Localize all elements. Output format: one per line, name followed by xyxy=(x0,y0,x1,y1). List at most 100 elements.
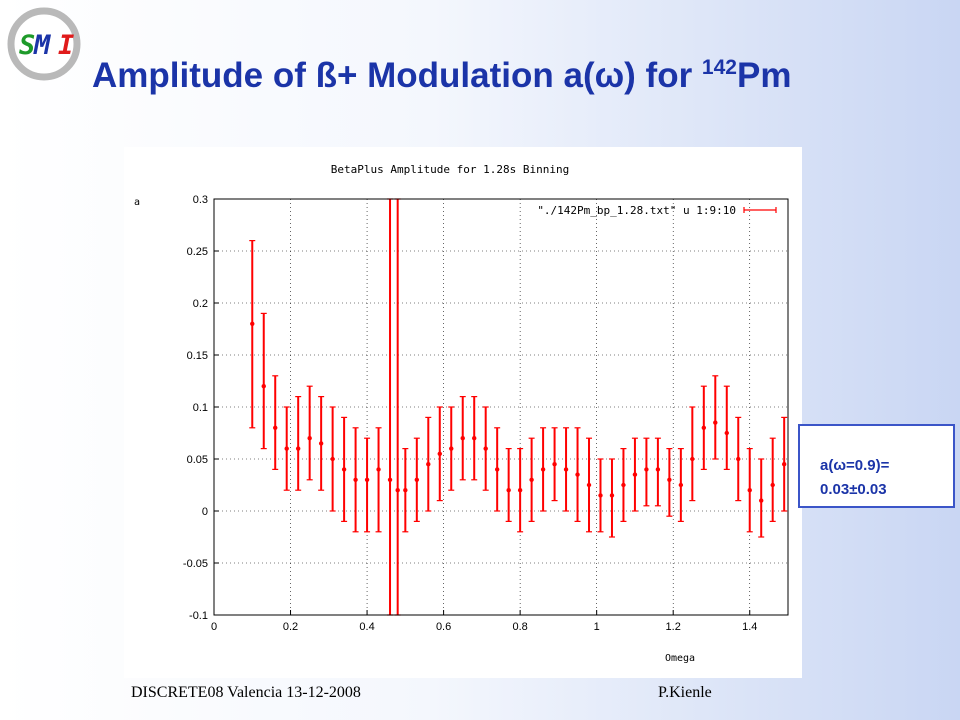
callout-line-2: 0.03±0.03 xyxy=(820,481,887,498)
error-bar-point xyxy=(505,448,512,522)
y-tick-label: 0 xyxy=(202,506,208,518)
data-point xyxy=(273,425,278,430)
data-point xyxy=(529,477,534,482)
error-bar-point xyxy=(436,406,443,502)
error-bar-point xyxy=(413,437,420,522)
error-bar-point xyxy=(341,416,348,522)
data-point xyxy=(318,441,324,446)
footer-conference: DISCRETE08 Valencia 13-12-2008 xyxy=(131,684,361,701)
footer-author: P.Kienle xyxy=(658,684,712,701)
data-point xyxy=(506,488,511,493)
data-point xyxy=(517,488,523,493)
error-bar-point xyxy=(482,406,489,491)
x-tick-label: 0.4 xyxy=(359,621,374,633)
error-bar-point xyxy=(318,396,325,491)
data-point xyxy=(460,436,465,441)
error-bar-point xyxy=(700,385,707,470)
svg-text:M: M xyxy=(33,30,51,61)
data-point xyxy=(353,477,358,482)
grid xyxy=(214,199,788,615)
data-point xyxy=(736,456,741,462)
error-bar-point xyxy=(781,416,788,512)
data-point xyxy=(437,451,442,456)
error-bar-point xyxy=(528,437,535,522)
error-bar-point xyxy=(540,427,547,512)
data-point xyxy=(341,467,347,472)
data-point xyxy=(575,472,580,477)
data-point xyxy=(644,467,649,472)
result-callout: a(ω=0.9)= 0.03±0.03 xyxy=(798,424,955,508)
data-point xyxy=(701,425,707,430)
error-bar-point xyxy=(574,427,581,522)
data-point xyxy=(667,477,672,482)
series-errorbars xyxy=(249,198,788,616)
data-point xyxy=(632,472,638,477)
x-tick-label: 0.2 xyxy=(283,621,298,633)
y-tick-label: 0.15 xyxy=(187,350,208,362)
chart-title: BetaPlus Amplitude for 1.28s Binning xyxy=(331,163,569,176)
error-bar-point xyxy=(295,396,302,491)
data-point xyxy=(759,498,764,503)
data-point xyxy=(598,493,603,498)
error-bar-point xyxy=(643,437,650,507)
smi-logo: S M I xyxy=(7,7,81,81)
x-tick-label: 1.4 xyxy=(742,621,757,633)
error-bar-point xyxy=(689,406,696,502)
data-point xyxy=(655,467,661,472)
slide-title-suffix: Pm xyxy=(736,56,792,95)
data-point xyxy=(261,384,266,389)
error-bar-point xyxy=(551,427,558,502)
axis-ticks: 0 0.2 0.4 0.6 0.8 1 1.2 1.4 -0.1 -0.05 0 0.05 0.1 0.1… xyxy=(183,194,757,633)
error-bar-point xyxy=(272,375,279,470)
error-bar-point xyxy=(712,375,719,460)
error-bar-point xyxy=(283,406,290,491)
error-bar-point xyxy=(758,458,765,538)
data-point xyxy=(307,436,312,441)
error-bar-point xyxy=(394,198,401,616)
x-tick-label: 0.6 xyxy=(436,621,451,633)
data-point xyxy=(609,493,615,498)
error-bar-point xyxy=(746,448,753,533)
error-bar-point xyxy=(563,427,570,512)
slide-title-main: Amplitude of ß+ Modulation a(ω) for xyxy=(92,56,702,95)
data-point xyxy=(690,456,695,462)
error-bar-point xyxy=(494,427,501,512)
data-point xyxy=(770,482,775,488)
error-bar-point xyxy=(425,416,432,512)
svg-text:I: I xyxy=(58,30,74,61)
y-tick-label: 0.1 xyxy=(193,402,208,414)
data-point xyxy=(364,477,370,482)
data-point xyxy=(586,482,592,488)
data-point xyxy=(284,446,289,451)
data-point xyxy=(472,436,477,441)
error-bar-point xyxy=(735,416,742,502)
chart-panel: BetaPlus Amplitude for 1.28s Binning a O… xyxy=(124,147,802,678)
y-tick-label: -0.1 xyxy=(189,610,208,622)
x-tick-label: 0 xyxy=(211,621,217,633)
plot-frame xyxy=(213,198,789,616)
y-tick-label: 0.2 xyxy=(193,298,208,310)
legend-label: "./142Pm_bp_1.28.txt" u 1:9:10 xyxy=(537,204,736,217)
data-point xyxy=(563,467,569,472)
data-point xyxy=(494,467,500,472)
data-point xyxy=(621,482,626,488)
error-bar-point xyxy=(375,427,382,533)
error-bar-point xyxy=(517,448,524,533)
data-point xyxy=(376,467,381,472)
error-bar-point xyxy=(723,385,730,470)
error-bar-point xyxy=(769,437,776,522)
callout-line-1: a(ω=0.9)= xyxy=(820,457,890,474)
error-bar-point xyxy=(631,437,638,512)
data-point xyxy=(295,446,301,451)
error-bar-point xyxy=(249,239,256,429)
y-axis-label: a xyxy=(134,197,140,208)
data-point xyxy=(781,462,787,467)
error-bar-point xyxy=(586,437,593,533)
error-bar-point xyxy=(448,406,455,491)
error-bar-point xyxy=(260,312,267,450)
data-point xyxy=(678,482,684,488)
amplitude-chart: BetaPlus Amplitude for 1.28s Binning a O… xyxy=(134,163,789,664)
error-bar-point xyxy=(459,396,466,481)
data-point xyxy=(724,430,729,436)
y-tick-label: 0.05 xyxy=(187,454,208,466)
